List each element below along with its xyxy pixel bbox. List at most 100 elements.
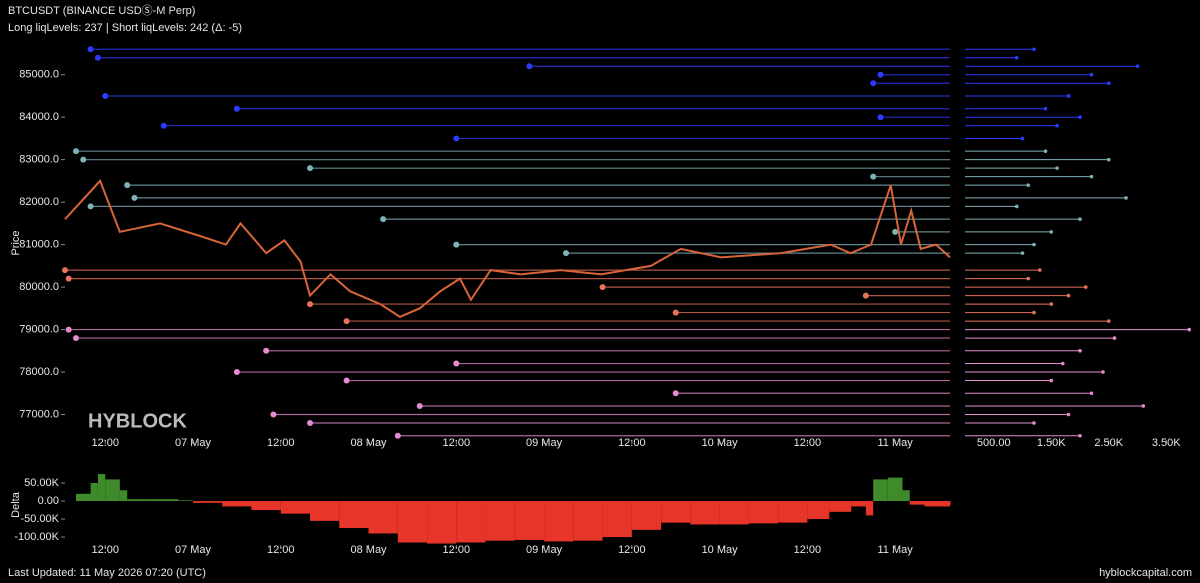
chart-subtitle: Long liqLevels: 237 | Short liqLevels: 2… [8, 22, 242, 34]
liq-bubble [453, 135, 460, 142]
liq-bubble [94, 54, 101, 61]
hist-dot [1106, 319, 1111, 323]
x-tick-label: 12:00 [91, 437, 119, 449]
footer-site: hyblockcapital.com [1099, 567, 1192, 579]
delta-bar [902, 490, 910, 502]
delta-bar [119, 490, 128, 502]
hist-dot [1055, 166, 1059, 170]
footer-updated: Last Updated: 11 May 2026 07:20 (UTC) [8, 567, 206, 579]
x-tick-label: 11 May [878, 437, 914, 449]
y-tick-label: 80000.0 [19, 281, 59, 293]
liq-bubble [672, 390, 679, 397]
y-tick-label: -100.00K [14, 531, 59, 543]
liq-bubble [307, 165, 314, 172]
delta-bar [631, 501, 662, 530]
x-tick-label: 10 May [702, 544, 739, 556]
hist-dot [1014, 55, 1019, 60]
y-tick-label: 50.00K [24, 477, 60, 489]
hist-dot [1106, 157, 1111, 162]
liq-bubble [862, 292, 869, 299]
hist-dot [1060, 361, 1065, 366]
hist-dot [1112, 336, 1117, 340]
liq-bubble [563, 250, 570, 257]
delta-bar [887, 477, 903, 502]
hist-dot [1187, 327, 1192, 332]
liq-bubble [526, 63, 533, 70]
x-tick-label: 12:00 [794, 437, 822, 449]
y-tick-label: 81000.0 [19, 239, 59, 251]
hist-dot [1026, 276, 1031, 281]
hist-dot [1020, 251, 1025, 255]
hist-dot [1026, 183, 1031, 187]
liq-bubble [233, 369, 240, 376]
liq-bubble [87, 46, 94, 53]
hist-dot [1101, 370, 1105, 374]
delta-bar [873, 479, 888, 502]
liq-bubble [343, 377, 350, 384]
y-tick-label: 78000.0 [19, 366, 59, 378]
delta-bar [427, 501, 457, 544]
delta-bar [97, 474, 106, 502]
liq-bubble [307, 420, 314, 427]
liq-bubble [270, 411, 277, 418]
delta-bar [178, 500, 193, 502]
liq-bubble [307, 301, 314, 308]
hist-dot [1083, 285, 1088, 289]
delta-bar [807, 501, 830, 520]
y-axis-label: Delta [10, 491, 22, 518]
x2-tick-label: 2.50K [1094, 437, 1123, 449]
delta-bar [192, 501, 223, 503]
liq-bubble [62, 267, 68, 274]
x-tick-label: 12:00 [91, 544, 119, 556]
hist-dot [1124, 196, 1128, 200]
liq-bubble [87, 203, 94, 210]
x2-tick-label: 1.50K [1037, 437, 1066, 449]
x-tick-label: 10 May [702, 437, 739, 449]
liq-bubble [453, 360, 460, 367]
y-tick-label: 79000.0 [19, 323, 59, 335]
x-tick-label: 08 May [350, 437, 387, 449]
delta-bar [127, 499, 150, 502]
delta-bar [280, 501, 311, 514]
x-tick-label: 12:00 [267, 544, 295, 556]
hist-dot [1141, 404, 1146, 408]
delta-bar [105, 479, 120, 502]
hist-dot [1020, 136, 1025, 141]
hist-dot [1078, 217, 1082, 221]
x-tick-label: 09 May [526, 437, 563, 449]
hist-dot [1049, 230, 1054, 234]
hist-dot [1106, 81, 1111, 86]
x-tick-label: 07 May [175, 544, 212, 556]
x-tick-label: 12:00 [618, 437, 646, 449]
x-tick-label: 07 May [175, 437, 212, 449]
delta-bar [544, 501, 574, 542]
y-tick-label: 85000.0 [19, 69, 59, 81]
hist-dot [1078, 433, 1082, 438]
liq-bubble [102, 92, 109, 99]
liq-bubble [877, 114, 884, 121]
liq-bubble [160, 122, 167, 129]
liq-bubble [870, 173, 877, 180]
liq-bubble [233, 105, 240, 112]
delta-bar [456, 501, 486, 543]
hist-dot [1043, 149, 1048, 153]
hist-dot [1135, 64, 1140, 69]
hist-dot [1089, 174, 1094, 179]
liq-bubble [416, 403, 423, 410]
y-axis-label: Price [10, 230, 22, 255]
liq-bubble [72, 148, 79, 155]
liq-bubble [131, 194, 138, 201]
y-tick-label: -50.00K [20, 513, 59, 525]
x2-tick-label: 3.50K [1152, 437, 1181, 449]
liq-bubble [394, 432, 401, 439]
delta-bar [573, 501, 603, 541]
hist-dot [1078, 349, 1082, 353]
delta-bar [719, 501, 749, 525]
x-tick-label: 12:00 [618, 544, 646, 556]
x-tick-label: 12:00 [267, 437, 295, 449]
y-tick-label: 83000.0 [19, 154, 59, 166]
delta-bar [149, 499, 179, 502]
hist-dot [1089, 391, 1094, 396]
